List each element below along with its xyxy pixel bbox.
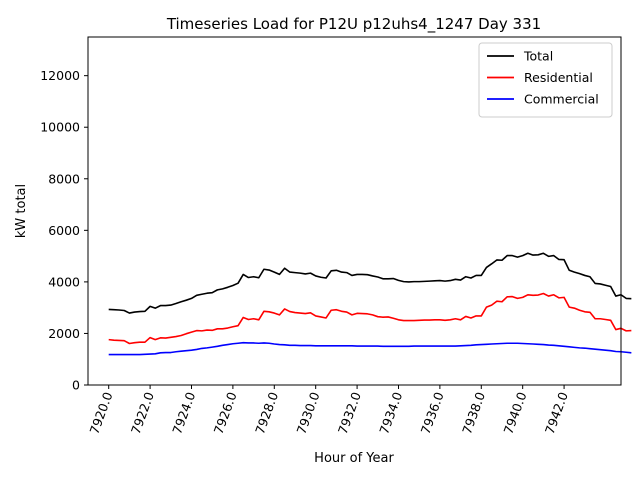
x-tick-label: 7932.0 — [335, 390, 364, 436]
x-tick-label: 7942.0 — [542, 390, 571, 436]
legend-label-total: Total — [523, 49, 553, 64]
series-line-residential — [108, 292, 632, 345]
legend-label-commercial: Commercial — [524, 92, 599, 107]
x-tick-label: 7924.0 — [169, 390, 198, 436]
series-line-total — [108, 252, 632, 314]
tick-layer: 0 2000 4000 6000 8000 10000 12000 7920.0 7922.0 7… — [40, 68, 571, 436]
x-tick-label: 7934.0 — [376, 390, 405, 436]
series-layer — [108, 252, 632, 356]
y-tick-label: 8000 — [48, 171, 80, 186]
y-tick-label: 0 — [72, 378, 80, 393]
x-tick-label: 7920.0 — [86, 390, 115, 436]
series-line-commercial — [108, 341, 632, 356]
y-tick-label: 10000 — [40, 120, 80, 135]
x-tick-label: 7936.0 — [418, 390, 447, 436]
x-tick-label: 7928.0 — [252, 390, 281, 436]
y-tick-label: 6000 — [48, 223, 80, 238]
x-axis-label: Hour of Year — [314, 451, 394, 466]
x-tick-label: 7922.0 — [128, 390, 157, 436]
plot-frame — [87, 36, 622, 386]
y-axis-label: kW total — [14, 184, 29, 238]
y-tick-label: 12000 — [40, 68, 80, 83]
legend-label-residential: Residential — [524, 70, 593, 85]
y-tick-label: 4000 — [48, 274, 80, 289]
x-tick-label: 7926.0 — [211, 390, 240, 436]
y-tick-label: 2000 — [48, 326, 80, 341]
legend: Total Residential Commercial — [478, 42, 613, 118]
chart-title: Timeseries Load for P12U p12uhs4_1247 Da… — [166, 15, 541, 34]
x-tick-label: 7940.0 — [500, 390, 529, 436]
x-tick-label: 7930.0 — [293, 390, 322, 436]
x-tick-label: 7938.0 — [459, 390, 488, 436]
